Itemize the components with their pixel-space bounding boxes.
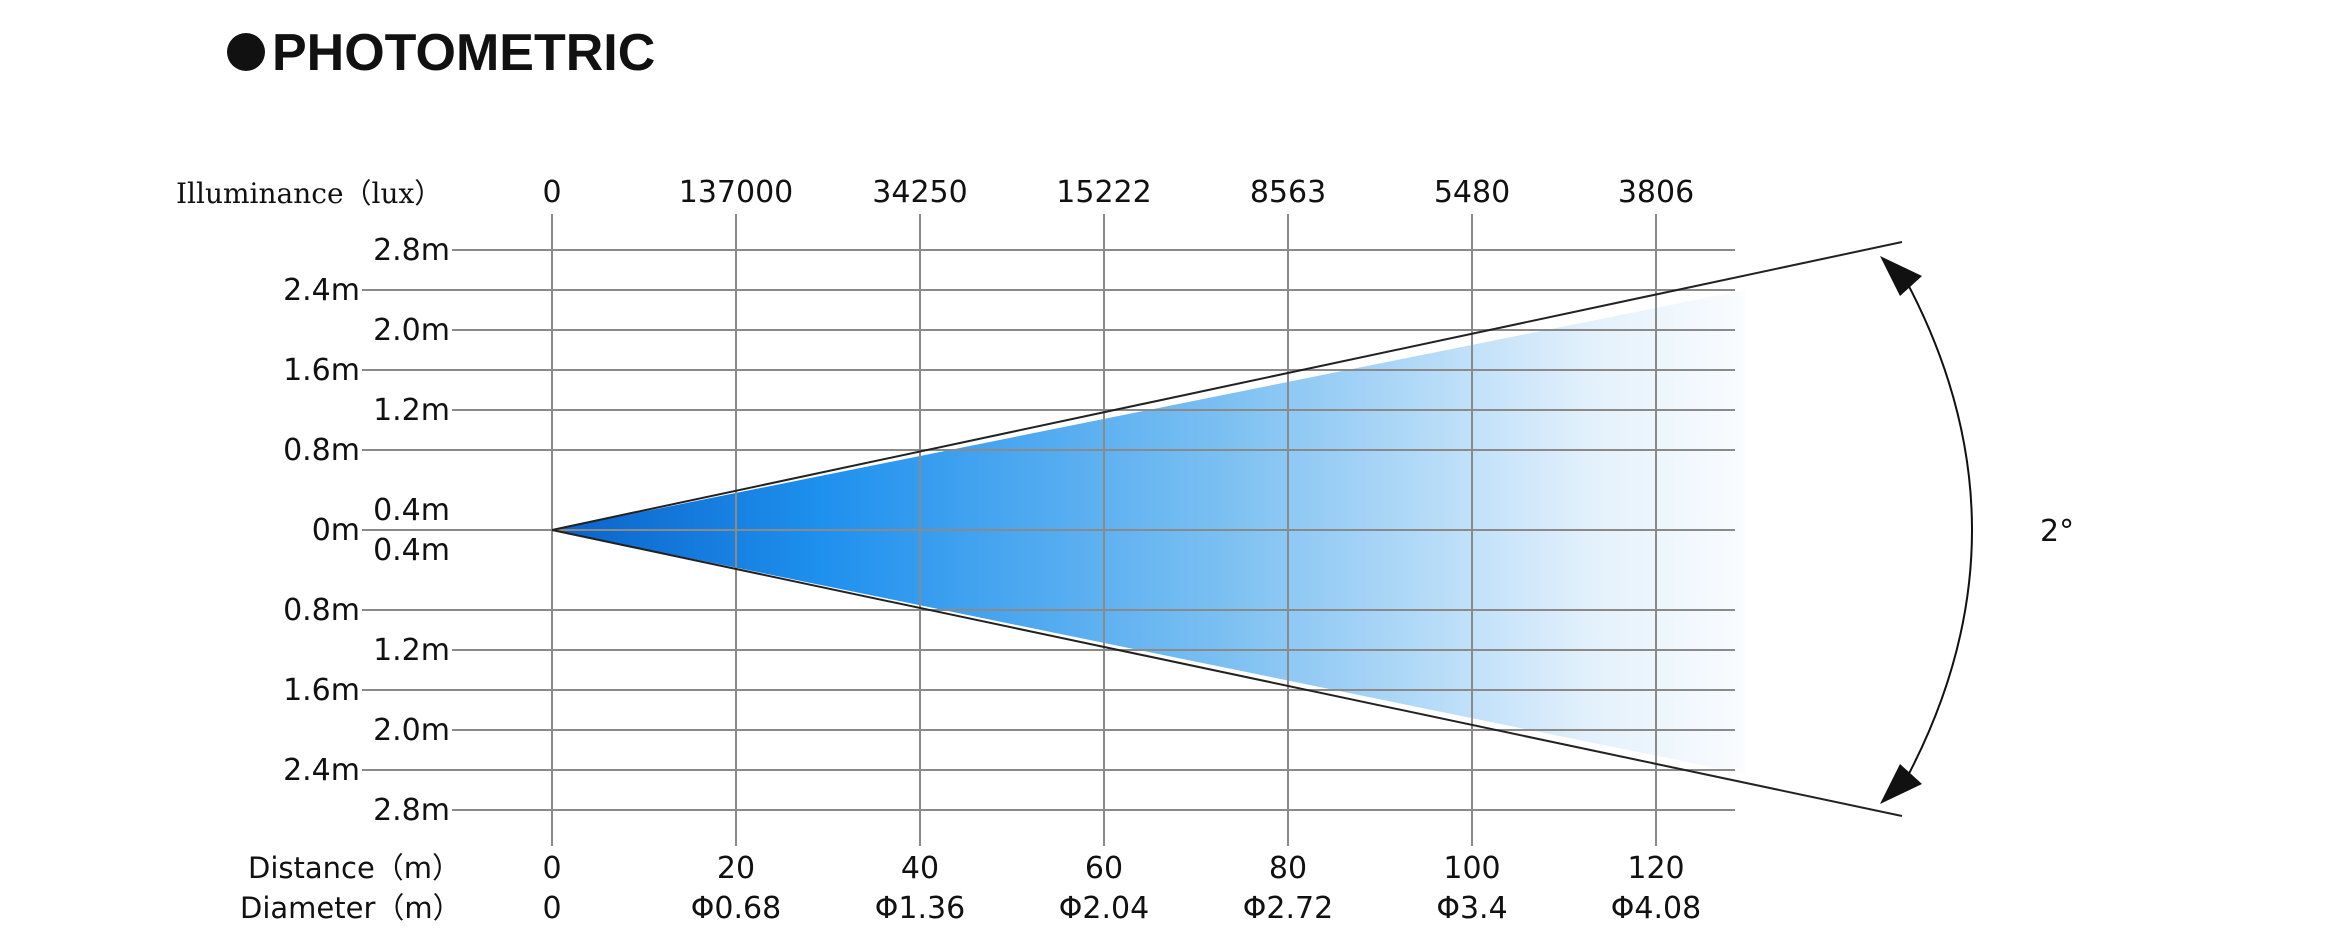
inner-scale-label-2: 1.2m	[373, 393, 450, 428]
diameter-value-0: 0	[542, 891, 561, 926]
diameter-value-2: Φ1.36	[875, 891, 965, 926]
inner-scale-label-3: 0.4m	[373, 493, 450, 528]
diameter-value-5: Φ3.4	[1436, 891, 1507, 926]
inner-size-scale: 2.8m 2.0m 1.2m 0.4m 0.4m 1.2m 2.0m 2.8m	[373, 233, 450, 828]
illuminance-values: 0 137000 34250 15222 8563 5480 3806	[542, 175, 1694, 210]
outer-scale-label-6: 2.4m	[283, 753, 360, 788]
outer-scale-label-2: 0.8m	[283, 433, 360, 468]
heading-bullet-icon	[227, 33, 265, 71]
illuminance-value-2: 34250	[872, 175, 967, 210]
beam-cone	[552, 290, 1745, 774]
illuminance-value-5: 5480	[1434, 175, 1510, 210]
illuminance-label: Illuminance（lux）	[176, 177, 442, 210]
distance-value-0: 0	[542, 851, 561, 886]
distance-value-3: 60	[1085, 851, 1123, 886]
diameter-label: Diameter（m）	[240, 891, 462, 925]
outer-scale-label-5: 1.6m	[283, 673, 360, 708]
page-title: PHOTOMETRIC	[272, 24, 655, 82]
inner-scale-label-5: 1.2m	[373, 633, 450, 668]
beam-edge-bottom	[551, 529, 1903, 817]
distance-value-6: 120	[1627, 851, 1684, 886]
outer-scale-label-4: 0.8m	[283, 593, 360, 628]
diameter-value-6: Φ4.08	[1611, 891, 1701, 926]
arc-arrow-bottom-icon	[1880, 764, 1922, 804]
beam-angle-arc	[1897, 265, 1973, 795]
inner-scale-label-1: 2.0m	[373, 313, 450, 348]
diameter-value-1: Φ0.68	[691, 891, 781, 926]
distance-value-5: 100	[1443, 851, 1500, 886]
beam-angle-label: 2°	[2040, 514, 2074, 549]
inner-scale-label-0: 2.8m	[373, 233, 450, 268]
distance-values: 0 20 40 60 80 100 120	[542, 851, 1684, 886]
illuminance-value-6: 3806	[1618, 175, 1694, 210]
illuminance-value-1: 137000	[679, 175, 794, 210]
distance-label: Distance（m）	[248, 851, 461, 885]
diameter-values: 0 Φ0.68 Φ1.36 Φ2.04 Φ2.72 Φ3.4 Φ4.08	[542, 891, 1701, 926]
inner-scale-label-6: 2.0m	[373, 713, 450, 748]
outer-scale-label-0: 2.4m	[283, 273, 360, 308]
beam-edge-top	[551, 241, 1903, 531]
illuminance-value-3: 15222	[1056, 175, 1151, 210]
outer-scale-label-1: 1.6m	[283, 353, 360, 388]
diameter-value-4: Φ2.72	[1243, 891, 1333, 926]
inner-scale-label-4: 0.4m	[373, 533, 450, 568]
diameter-value-3: Φ2.04	[1059, 891, 1149, 926]
horizontal-gridlines	[362, 249, 1735, 811]
outer-scale-label-3: 0m	[312, 513, 360, 548]
distance-value-2: 40	[901, 851, 939, 886]
outer-size-scale: 2.4m 1.6m 0.8m 0m 0.8m 1.6m 2.4m	[283, 273, 360, 788]
distance-value-1: 20	[717, 851, 755, 886]
illuminance-value-4: 8563	[1250, 175, 1326, 210]
distance-value-4: 80	[1269, 851, 1307, 886]
arc-arrow-top-icon	[1880, 256, 1922, 296]
illuminance-value-0: 0	[542, 175, 561, 210]
inner-scale-label-7: 2.8m	[373, 793, 450, 828]
